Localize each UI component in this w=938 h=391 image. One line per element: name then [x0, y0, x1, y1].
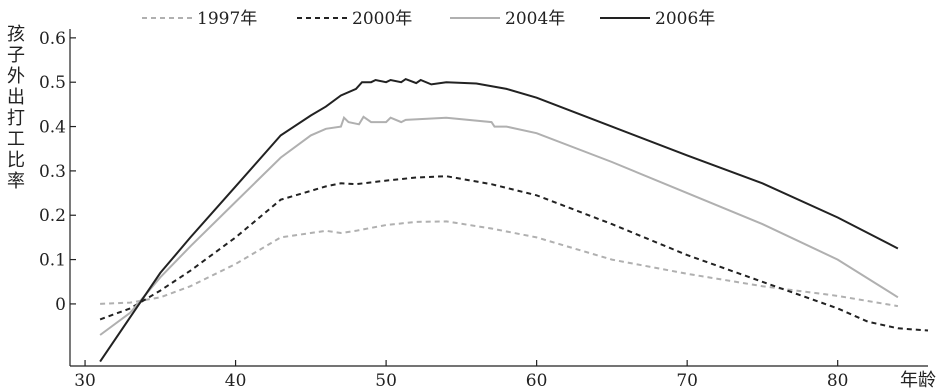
x-tick-label: 60	[526, 371, 548, 391]
y-tick-label: 0.6	[39, 29, 66, 49]
legend-label: 2006年	[655, 9, 715, 29]
x-ticks: 30 40 50 60 70 80	[74, 360, 849, 391]
series-line-2000年	[99, 175, 929, 332]
x-tick-label: 70	[676, 371, 698, 391]
legend-label: 2000年	[352, 9, 412, 29]
y-tick-label: 0.2	[39, 206, 66, 226]
x-tick-label: 80	[827, 371, 849, 391]
legend-label: 1997年	[197, 9, 257, 29]
y-tick-label: 0.1	[39, 251, 66, 271]
x-tick-label: 40	[225, 371, 247, 391]
x-axis-title-text: 年龄	[900, 370, 936, 391]
y-axis-title-text: 孩子外出打工比率	[7, 24, 25, 192]
series-line-1997年	[100, 220, 899, 308]
x-tick-label: 50	[375, 371, 397, 391]
y-axis-title: 孩子外出打工比率	[7, 24, 25, 192]
x-tick-label: 30	[74, 371, 96, 391]
series-line-2006年	[99, 77, 899, 363]
y-tick-label: 0.5	[39, 73, 66, 93]
y-tick-label: 0.4	[39, 118, 66, 138]
x-axis-title: 年龄	[900, 370, 936, 391]
legend: 1997年 2000年 2004年 2006年	[142, 9, 715, 29]
series-group	[99, 77, 929, 363]
series-line-2004年	[99, 115, 899, 336]
legend-label: 2004年	[505, 9, 565, 29]
y-ticks: 0 0.1 0.2 0.3 0.4 0.5 0.6	[39, 29, 76, 315]
axes	[69, 29, 928, 367]
y-tick-label: 0	[55, 295, 66, 315]
y-tick-label: 0.3	[39, 162, 66, 182]
